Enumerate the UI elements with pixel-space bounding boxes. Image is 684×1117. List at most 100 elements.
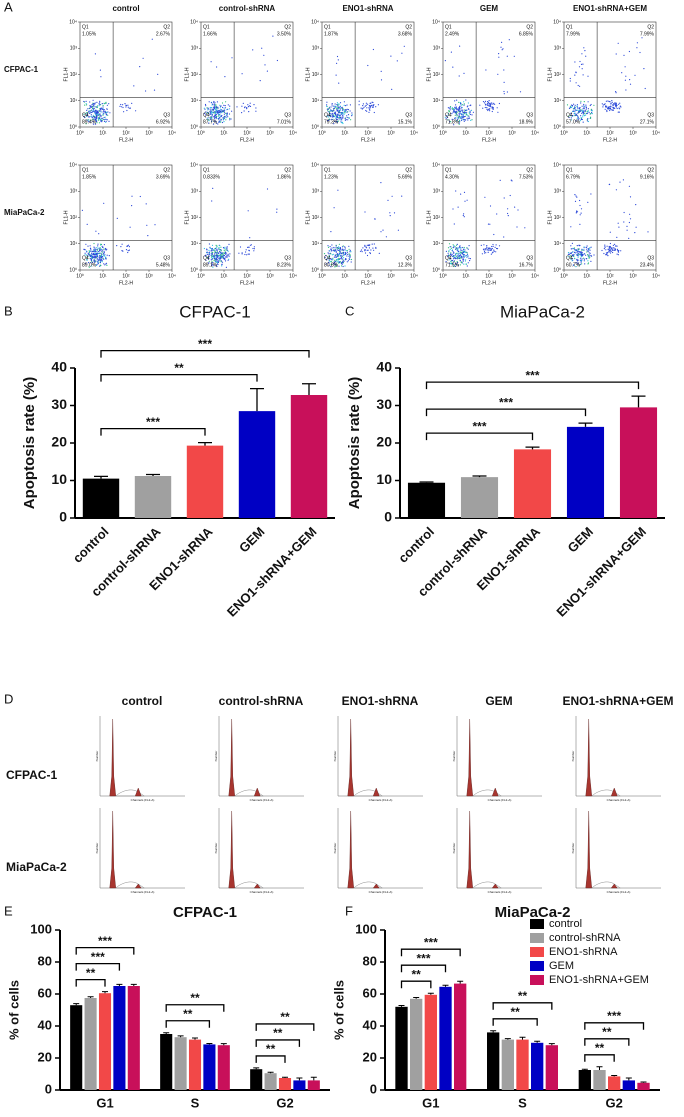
quadrant-percent: 1.66% (203, 31, 218, 37)
y-tick-label: 10² (554, 215, 562, 221)
quadrant-name: Q2 (647, 167, 654, 173)
event-dot (610, 106, 612, 108)
column-header: control-shRNA (219, 4, 276, 13)
significance-label: ** (190, 991, 200, 1005)
event-dot (219, 245, 221, 247)
event-dot (463, 213, 465, 215)
event-dot (99, 250, 101, 252)
x-tick-label: 10² (122, 130, 130, 136)
quadrant-name: Q1 (203, 167, 210, 173)
event-dot (375, 246, 377, 249)
quadrant-name: Q1 (82, 24, 89, 30)
event-dot (612, 103, 615, 105)
event-dot (211, 114, 213, 116)
event-dot (576, 196, 578, 198)
event-dot (445, 260, 447, 263)
g2-peak (253, 787, 261, 797)
g2-peak (134, 787, 142, 797)
event-dot (459, 260, 461, 262)
event-dot (225, 266, 227, 268)
event-dot (219, 259, 221, 261)
quadrant-events (94, 53, 102, 78)
event-dot (334, 103, 336, 105)
event-dot (224, 109, 226, 111)
event-dot (452, 251, 454, 253)
event-dot (211, 244, 214, 246)
event-dot (207, 109, 209, 111)
quadrant-events (116, 195, 156, 237)
event-dot (339, 250, 341, 252)
event-dot (213, 112, 215, 114)
event-dot (486, 107, 488, 109)
event-dot (266, 70, 268, 72)
event-dot (482, 101, 485, 103)
event-dot (338, 116, 340, 118)
event-dot (205, 254, 207, 256)
event-dot (88, 121, 90, 123)
significance-bracket (400, 964, 447, 973)
event-dot (205, 259, 207, 261)
quadrant-name: Q3 (163, 255, 170, 261)
event-dot (99, 113, 101, 115)
event-dot (335, 116, 337, 119)
event-dot (94, 247, 96, 249)
event-dot (612, 109, 614, 111)
event-dot (348, 245, 350, 247)
event-dot (586, 112, 589, 114)
event-dot (341, 119, 343, 121)
event-dot (385, 236, 387, 238)
event-dot (617, 249, 619, 251)
event-dot (460, 104, 462, 106)
event-dot (455, 190, 457, 192)
event-dot (344, 249, 346, 251)
event-dot (327, 257, 329, 259)
event-dot (587, 110, 590, 112)
event-dot (102, 253, 104, 255)
event-dot (227, 259, 229, 261)
event-dot (94, 53, 96, 55)
event-dot (94, 112, 96, 114)
event-dot (326, 108, 328, 110)
event-dot (362, 105, 364, 107)
error-bar (398, 1005, 405, 1007)
quadrant-name: Q2 (284, 24, 291, 30)
panel-label: C (345, 303, 354, 318)
event-dot (107, 111, 109, 113)
quadrant-name: Q2 (284, 167, 291, 173)
event-dot (450, 121, 452, 123)
event-dot (468, 113, 470, 115)
event-dot (208, 249, 210, 251)
event-dot (581, 53, 583, 55)
event-dot (458, 108, 461, 110)
event-dot (102, 104, 104, 107)
quadrant-name: Q1 (445, 167, 452, 173)
event-dot (461, 111, 464, 113)
bar (293, 1080, 306, 1090)
event-dot (581, 255, 583, 257)
quadrant-name: Q2 (405, 167, 412, 173)
event-dot (454, 100, 456, 102)
event-dot (588, 254, 590, 256)
event-dot (458, 123, 460, 125)
event-dot (382, 229, 384, 231)
event-dot (336, 249, 338, 251)
y-tick-label: 10¹ (433, 98, 441, 104)
x-tick-label: G2 (276, 1095, 293, 1110)
event-dot (470, 109, 473, 111)
event-dot (593, 254, 595, 256)
event-dot (129, 107, 131, 109)
event-dot (208, 255, 210, 257)
x-tick-label: 10⁴ (168, 130, 176, 136)
event-dot (452, 258, 455, 260)
quadrant-events (236, 102, 257, 114)
event-dot (92, 254, 94, 256)
event-dot (242, 102, 244, 104)
event-dot (104, 264, 106, 266)
event-dot (574, 252, 576, 254)
event-dot (492, 108, 494, 110)
quadrant-events (359, 243, 380, 257)
event-dot (247, 246, 249, 248)
error-bar (442, 984, 449, 987)
event-dot (332, 116, 335, 118)
event-dot (247, 106, 250, 108)
